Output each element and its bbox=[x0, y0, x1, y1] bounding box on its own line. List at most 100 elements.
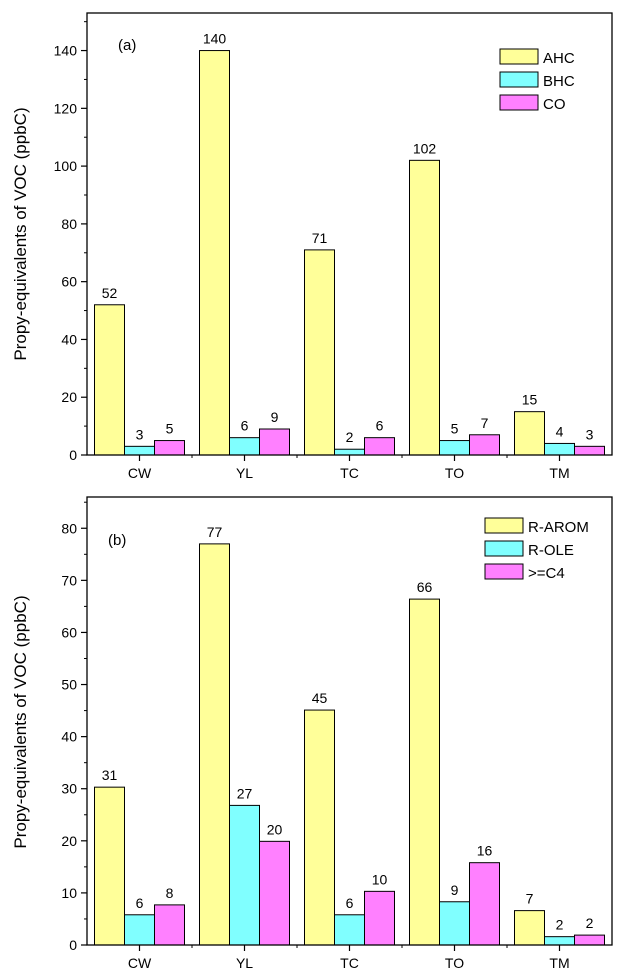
x-tick-label: TC bbox=[340, 465, 359, 481]
x-tick-label: TO bbox=[445, 955, 464, 971]
bar--c4-tc bbox=[364, 890, 395, 946]
panel-label: (b) bbox=[108, 532, 126, 549]
chart-panel-a: 52 140 71 102 15 3 6 2 5 4 5 9 6 7 3 0 20 40 60 80 100 120 140… bbox=[11, 12, 613, 481]
x-tick-label: CW bbox=[128, 955, 152, 971]
data-label: 3 bbox=[136, 426, 144, 442]
bar-bhc-cw bbox=[124, 445, 155, 456]
x-tick-label: TC bbox=[340, 955, 359, 971]
y-tick-label: 20 bbox=[61, 833, 77, 849]
data-label: 16 bbox=[477, 843, 493, 859]
bar-r-ole-tm bbox=[544, 936, 575, 946]
bar--c4-yl bbox=[259, 840, 290, 946]
data-label: 77 bbox=[207, 524, 223, 540]
y-tick-label: 10 bbox=[61, 885, 77, 901]
x-tick-label: TO bbox=[445, 465, 464, 481]
legend-swatch bbox=[499, 48, 539, 65]
data-label: 52 bbox=[102, 285, 118, 301]
data-label: 66 bbox=[417, 579, 433, 595]
data-label: 6 bbox=[376, 418, 384, 434]
bar-r-arom-tm bbox=[514, 910, 545, 946]
y-tick-label: 50 bbox=[61, 677, 77, 693]
data-label: 102 bbox=[413, 140, 437, 156]
bar-ahc-to bbox=[409, 159, 440, 456]
data-label: 140 bbox=[203, 31, 227, 47]
bar-co-to bbox=[469, 434, 500, 456]
legend-label: R-OLE bbox=[528, 542, 574, 559]
legend-label: >=C4 bbox=[528, 565, 565, 582]
y-tick-label: 0 bbox=[69, 937, 77, 953]
bar--c4-tm bbox=[574, 934, 605, 946]
x-tick-label: YL bbox=[236, 955, 253, 971]
bar--c4-to bbox=[469, 862, 500, 946]
data-label: 2 bbox=[556, 917, 564, 933]
legend-swatch bbox=[499, 71, 539, 88]
legend-label: R-AROM bbox=[528, 519, 589, 536]
x-tick-label: TM bbox=[549, 465, 569, 481]
bar-co-tm bbox=[574, 445, 605, 456]
data-label: 4 bbox=[556, 423, 564, 439]
y-tick-label: 60 bbox=[61, 624, 77, 640]
bar-r-ole-yl bbox=[229, 804, 260, 946]
y-tick-label: 140 bbox=[54, 43, 78, 59]
data-label: 6 bbox=[136, 895, 144, 911]
data-label: 7 bbox=[526, 891, 534, 907]
legend-swatch bbox=[484, 563, 524, 580]
y-tick-label: 60 bbox=[61, 274, 77, 290]
legend-label: CO bbox=[543, 96, 566, 113]
y-tick-label: 30 bbox=[61, 781, 77, 797]
y-tick-label: 70 bbox=[61, 572, 77, 588]
data-label: 27 bbox=[237, 785, 253, 801]
data-label: 3 bbox=[586, 426, 594, 442]
bar-co-tc bbox=[364, 437, 395, 456]
bar-bhc-tm bbox=[544, 442, 575, 456]
data-label: 45 bbox=[312, 690, 328, 706]
bar-r-arom-to bbox=[409, 598, 440, 946]
legend: R-AROM R-OLE >=C4 bbox=[484, 517, 589, 582]
y-tick-label: 0 bbox=[69, 447, 77, 463]
data-label: 5 bbox=[451, 421, 459, 437]
x-tick-label: TM bbox=[549, 955, 569, 971]
bar-ahc-cw bbox=[94, 304, 125, 456]
bar-r-arom-cw bbox=[94, 786, 125, 946]
legend: AHC BHC CO bbox=[499, 48, 575, 113]
bar-co-cw bbox=[154, 440, 185, 456]
chart-panel-b: 3177456676276928201016201020304050607080… bbox=[11, 496, 613, 971]
data-label: 7 bbox=[481, 415, 489, 431]
bar-r-ole-to bbox=[439, 901, 470, 946]
bar-bhc-to bbox=[439, 440, 470, 456]
data-label: 8 bbox=[166, 885, 174, 901]
y-tick-label: 100 bbox=[54, 158, 78, 174]
data-label: 2 bbox=[346, 429, 354, 445]
data-label: 20 bbox=[267, 821, 283, 837]
bar-ahc-tc bbox=[304, 249, 335, 456]
y-tick-label: 20 bbox=[61, 389, 77, 405]
bar-ahc-tm bbox=[514, 411, 545, 456]
data-label: 5 bbox=[166, 421, 174, 437]
legend-label: AHC bbox=[543, 50, 575, 67]
data-label: 9 bbox=[271, 409, 279, 425]
bar-co-yl bbox=[259, 428, 290, 456]
y-tick-label: 40 bbox=[61, 331, 77, 347]
data-label: 6 bbox=[346, 895, 354, 911]
data-label: 2 bbox=[586, 915, 594, 931]
bar-r-ole-tc bbox=[334, 914, 365, 946]
data-label: 71 bbox=[312, 230, 328, 246]
x-tick-label: CW bbox=[128, 465, 152, 481]
data-label: 10 bbox=[372, 871, 388, 887]
legend-swatch bbox=[499, 94, 539, 111]
bar--c4-cw bbox=[154, 904, 185, 946]
y-tick-label: 80 bbox=[61, 216, 77, 232]
y-tick-label: 80 bbox=[61, 520, 77, 536]
bar-bhc-tc bbox=[334, 448, 365, 456]
bar-r-ole-cw bbox=[124, 914, 155, 946]
data-label: 31 bbox=[102, 767, 118, 783]
y-axis-title: Propy-equivalents of VOC (ppbC) bbox=[11, 107, 30, 360]
bar-r-arom-yl bbox=[199, 543, 230, 946]
y-axis-title: Propy-equivalents of VOC (ppbC) bbox=[11, 595, 30, 848]
data-label: 9 bbox=[451, 882, 459, 898]
x-tick-label: YL bbox=[236, 465, 253, 481]
y-tick-label: 120 bbox=[54, 100, 78, 116]
y-tick-label: 40 bbox=[61, 729, 77, 745]
bar-r-arom-tc bbox=[304, 709, 335, 946]
